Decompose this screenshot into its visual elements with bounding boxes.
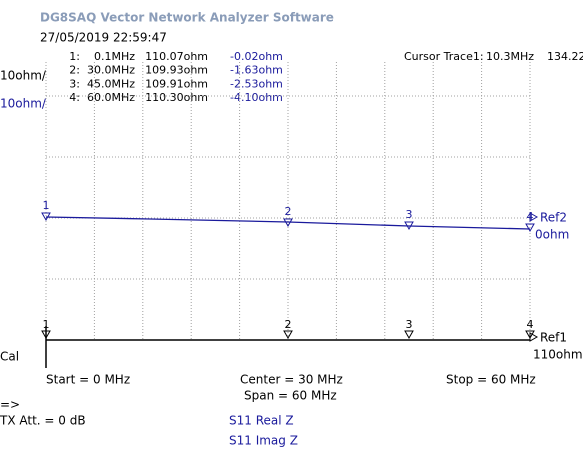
marker-number: 2 [285,205,292,218]
marker-table: 1: 0.1MHz 110.07ohm -0.02ohm 2: 30.0MHz 109.93… [69,50,283,104]
marker-cell: 110.07ohm [145,50,208,63]
marker-cell: -4.10ohm [230,91,283,104]
marker-cell: 3: [69,77,80,90]
marker-triangle [283,330,293,340]
sweep-stop: Stop = 60 MHz [446,373,536,387]
trace-name[interactable]: S11 Real Z [229,414,294,428]
marker-cell: -2.53ohm [230,77,283,90]
marker-number: 3 [406,208,413,221]
cursor-frequency: 10.3MHz [486,50,534,63]
marker-cell: 2: [69,64,80,77]
sweep-start: Start = 0 MHz [46,373,130,387]
ref2-value: 0ohm [535,228,569,242]
marker-triangle [41,212,51,222]
marker-triangle [283,218,293,228]
marker-cell: 109.91ohm [145,77,208,90]
marker-cell: 0.1MHz [94,50,135,63]
trace-imag [45,216,531,230]
marker-cell: 30.0MHz [87,64,135,77]
marker-cell: 110.30ohm [145,91,208,104]
marker-number: 2 [285,318,292,331]
ref-triangle [529,332,539,342]
cal-label: Cal [0,350,19,364]
marker-number: 4 [527,318,534,331]
marker-cell: 109.93ohm [145,64,208,77]
marker-cell: 4: [69,91,80,104]
tx-att: TX Att. = 0 dB [0,414,86,428]
ref-triangle [529,212,539,222]
trace-name[interactable]: S11 Imag Z [229,434,298,448]
marker-cell: 45.0MHz [87,77,135,90]
marker-cell: 60.0MHz [87,91,135,104]
ref1-label: Ref1 [540,331,567,345]
ref2-label: Ref2 [540,211,567,225]
marker-triangle [41,330,51,340]
marker-triangle [404,221,414,231]
marker-cell: 1: [69,50,80,63]
sweep-center: Center = 30 MHz [240,373,343,387]
marker-triangle [525,223,535,233]
marker-cell: -1.63ohm [230,64,283,77]
timestamp: 27/05/2019 22:59:47 [40,31,167,45]
app-title: DG8SAQ Vector Network Analyzer Software [40,11,334,25]
marker-triangle [404,330,414,340]
marker-number: 1 [43,199,50,212]
grid [45,62,531,340]
marker-number: 1 [43,318,50,331]
status-arrow: => [0,398,20,412]
marker-number: 3 [406,318,413,331]
marker-cell: -0.02ohm [230,50,283,63]
ref1-value: 110ohm [533,348,583,362]
trace1-scale: 10ohm/ [0,69,47,83]
cursor-value: 134.22 [547,50,583,63]
cursor-label: Cursor Trace1: [404,50,484,63]
trace2-scale: 10ohm/ [0,97,47,111]
sweep-span: Span = 60 MHz [244,389,337,403]
